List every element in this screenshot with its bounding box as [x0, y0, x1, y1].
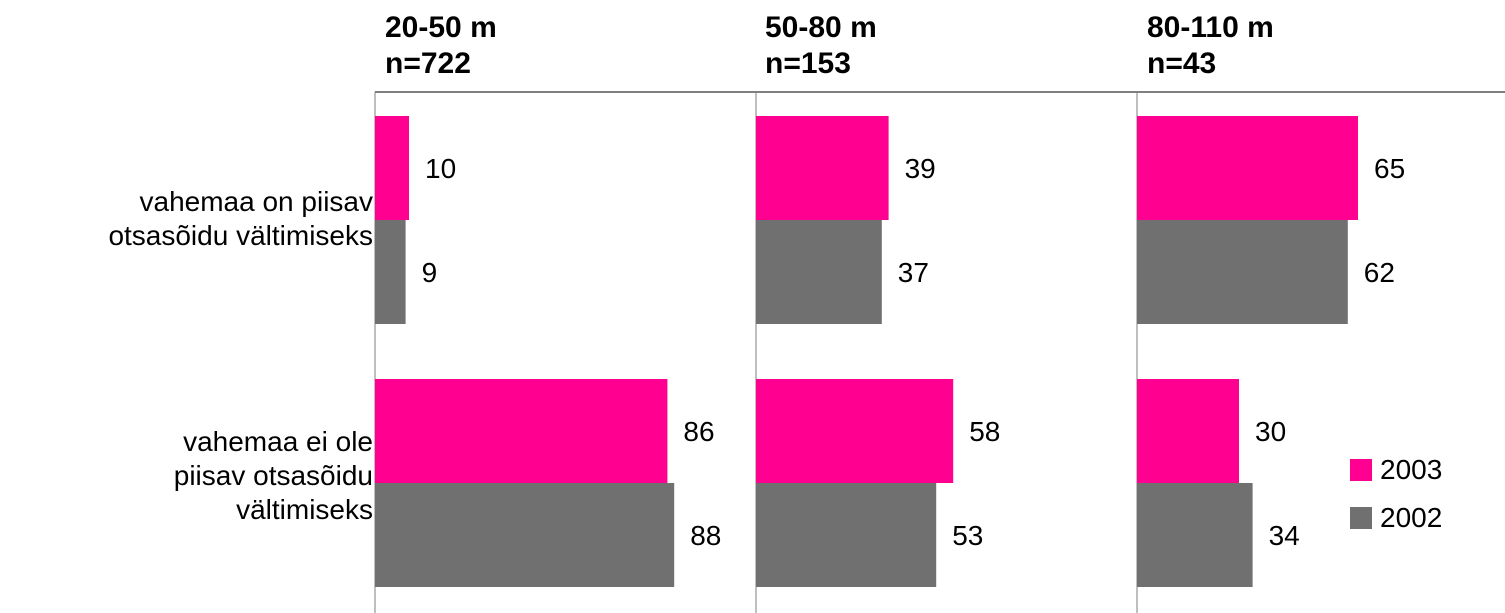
category-2-line-1: vahemaa ei ole: [183, 426, 373, 457]
bar-panel1-2003-cat1: [375, 116, 409, 220]
legend-item-2002: 2002: [1350, 494, 1442, 542]
bar-panel3-2002-cat1: [1137, 220, 1348, 324]
panel-3-n: n=43: [1147, 47, 1217, 80]
data-label-panel1-2002-cat1: 9: [422, 257, 438, 288]
category-label-1: vahemaa on piisav otsasõidu vältimiseks: [108, 185, 373, 253]
bar-panel2-2003-cat1: [756, 116, 889, 220]
panel-2-n: n=153: [765, 47, 851, 80]
bar-panel1-2003-cat2: [375, 379, 668, 483]
data-label-panel1-2003-cat2: 86: [683, 416, 714, 447]
data-label-panel2-2003-cat2: 58: [969, 416, 1000, 447]
data-label-panel2-2002-cat2: 53: [952, 520, 983, 551]
bar-panel1-2002-cat1: [375, 220, 406, 324]
data-label-panel3-2003-cat2: 30: [1255, 416, 1286, 447]
category-1-line-2: otsasõidu vältimiseks: [108, 220, 373, 251]
panel-1-n: n=722: [385, 47, 471, 80]
bar-panel2-2002-cat1: [756, 220, 882, 324]
bar-panel2-2002-cat2: [756, 483, 937, 587]
category-2-line-2: piisav otsasõidu: [173, 460, 373, 491]
panel-title-2: 50-80 m n=153: [765, 10, 877, 82]
bar-panel1-2002-cat2: [375, 483, 675, 587]
category-2-line-3: vältimiseks: [236, 494, 373, 525]
data-label-panel2-2002-cat1: 37: [898, 257, 929, 288]
bar-panel2-2003-cat2: [756, 379, 954, 483]
legend-label-2002: 2002: [1380, 502, 1443, 533]
data-label-panel3-2002-cat2: 34: [1269, 520, 1300, 551]
legend-label-2003: 2003: [1380, 454, 1443, 485]
legend: 2003 2002: [1350, 446, 1442, 542]
legend-swatch-2003: [1350, 459, 1372, 481]
bar-panel3-2002-cat2: [1137, 483, 1253, 587]
bar-panel3-2003-cat2: [1137, 379, 1239, 483]
panel-2-range: 50-80 m: [765, 11, 877, 44]
data-label-panel1-2002-cat2: 88: [690, 520, 721, 551]
category-1-line-1: vahemaa on piisav: [139, 186, 373, 217]
data-label-panel1-2003-cat1: 10: [425, 153, 456, 184]
legend-swatch-2002: [1350, 507, 1372, 529]
bar-panel3-2003-cat1: [1137, 116, 1358, 220]
data-label-panel2-2003-cat1: 39: [905, 153, 936, 184]
panel-1-range: 20-50 m: [385, 11, 497, 44]
panel-title-3: 80-110 m n=43: [1147, 10, 1274, 82]
panel-3-range: 80-110 m: [1147, 11, 1274, 44]
legend-item-2003: 2003: [1350, 446, 1442, 494]
data-label-panel3-2002-cat1: 62: [1364, 257, 1395, 288]
panel-title-1: 20-50 m n=722: [385, 10, 497, 82]
category-label-2: vahemaa ei ole piisav otsasõidu vältimis…: [174, 425, 373, 527]
data-label-panel3-2003-cat1: 65: [1374, 153, 1405, 184]
